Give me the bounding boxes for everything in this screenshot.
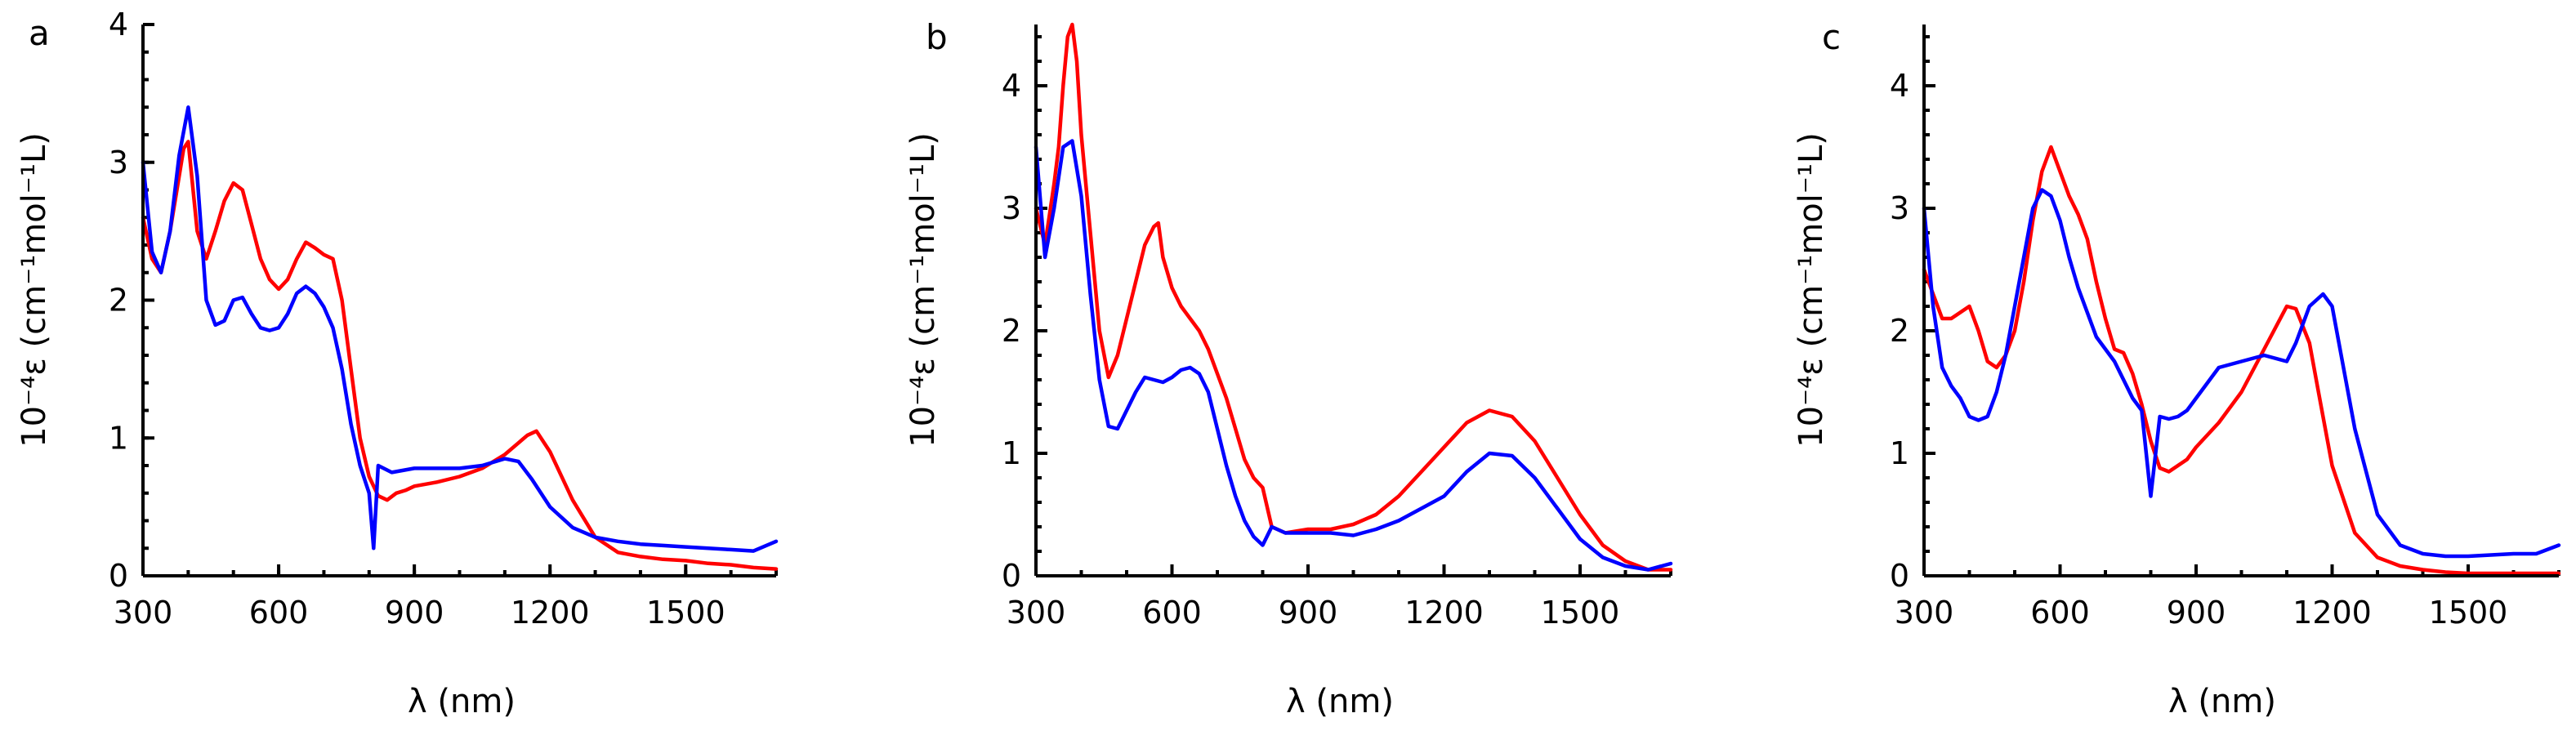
y-axis-title-c: 10⁻⁴ε (cm⁻¹mol⁻¹L) bbox=[1792, 132, 1830, 448]
panel-c: c 10⁻⁴ε (cm⁻¹mol⁻¹L) λ (nm) 0 1 2 3 4 300 600 9… bbox=[1792, 17, 2561, 720]
series-group-a bbox=[141, 105, 779, 571]
ticks-b: 0 1 2 3 4 300 600 900 1200 1500 bbox=[1002, 35, 1672, 631]
series-group-c bbox=[1922, 145, 2561, 576]
y-axis-title-a: 10⁻⁴ε (cm⁻¹mol⁻¹L) bbox=[16, 132, 53, 448]
panel-letter-c: c bbox=[1822, 17, 1841, 57]
y-tick-label-a: 1 bbox=[109, 420, 128, 456]
y-tick-label-a: 3 bbox=[109, 145, 128, 181]
series-red-a bbox=[141, 140, 779, 571]
x-tick-label-c: 1200 bbox=[2293, 595, 2372, 631]
y-tick-label-c: 4 bbox=[1890, 68, 1909, 104]
y-tick-label-c: 1 bbox=[1890, 435, 1909, 471]
x-tick-label-c: 1500 bbox=[2429, 595, 2508, 631]
panel-letter-b: b bbox=[926, 17, 948, 57]
x-tick-label-b: 1500 bbox=[1541, 595, 1620, 631]
panel-a: a 10⁻⁴ε (cm⁻¹mol⁻¹L) λ (nm) 0 1 2 3 4 300 600 9… bbox=[16, 7, 779, 720]
x-tick-label-a: 300 bbox=[114, 595, 173, 631]
x-tick-label-c: 300 bbox=[1895, 595, 1954, 631]
y-tick-label-b: 4 bbox=[1002, 68, 1021, 104]
y-tick-label-a: 0 bbox=[109, 558, 128, 594]
series-group-b bbox=[1034, 22, 1673, 572]
y-tick-label-a: 4 bbox=[109, 7, 128, 42]
ticks-a: 0 1 2 3 4 300 600 900 1200 1500 bbox=[109, 7, 778, 631]
series-red-b bbox=[1034, 22, 1673, 572]
x-tick-label-a: 1500 bbox=[646, 595, 725, 631]
y-tick-label-a: 2 bbox=[109, 283, 128, 319]
series-red-c bbox=[1922, 145, 2561, 576]
x-tick-label-b: 300 bbox=[1007, 595, 1066, 631]
y-tick-label-b: 0 bbox=[1002, 558, 1021, 594]
x-tick-label-c: 900 bbox=[2167, 595, 2226, 631]
y-tick-label-c: 3 bbox=[1890, 190, 1909, 226]
y-tick-label-c: 0 bbox=[1890, 558, 1909, 594]
x-tick-label-b: 1200 bbox=[1404, 595, 1484, 631]
y-axis-title-b: 10⁻⁴ε (cm⁻¹mol⁻¹L) bbox=[904, 132, 942, 448]
series-blue-b bbox=[1034, 139, 1673, 572]
axes-b bbox=[1034, 25, 1671, 577]
panel-letter-a: a bbox=[29, 13, 50, 53]
y-tick-label-b: 1 bbox=[1002, 435, 1021, 471]
x-tick-label-a: 600 bbox=[249, 595, 309, 631]
axes-c bbox=[1922, 25, 2559, 577]
axes-a bbox=[141, 25, 776, 577]
x-tick-label-a: 1200 bbox=[511, 595, 590, 631]
x-axis-title-b: λ (nm) bbox=[1286, 683, 1394, 720]
y-tick-label-b: 3 bbox=[1002, 190, 1021, 226]
x-axis-title-c: λ (nm) bbox=[2168, 683, 2276, 720]
series-blue-a bbox=[141, 105, 779, 553]
ticks-c: 0 1 2 3 4 300 600 900 1200 1500 bbox=[1890, 35, 2560, 631]
x-axis-title-a: λ (nm) bbox=[408, 683, 516, 720]
y-tick-label-b: 2 bbox=[1002, 313, 1021, 349]
panel-b: b 10⁻⁴ε (cm⁻¹mol⁻¹L) λ (nm) 0 1 2 3 4 300 600 9… bbox=[904, 17, 1673, 720]
x-tick-label-b: 900 bbox=[1279, 595, 1338, 631]
x-tick-label-b: 600 bbox=[1142, 595, 1202, 631]
series-blue-c bbox=[1922, 188, 2561, 559]
x-tick-label-c: 600 bbox=[2030, 595, 2090, 631]
y-tick-label-c: 2 bbox=[1890, 313, 1909, 349]
x-tick-label-a: 900 bbox=[385, 595, 444, 631]
